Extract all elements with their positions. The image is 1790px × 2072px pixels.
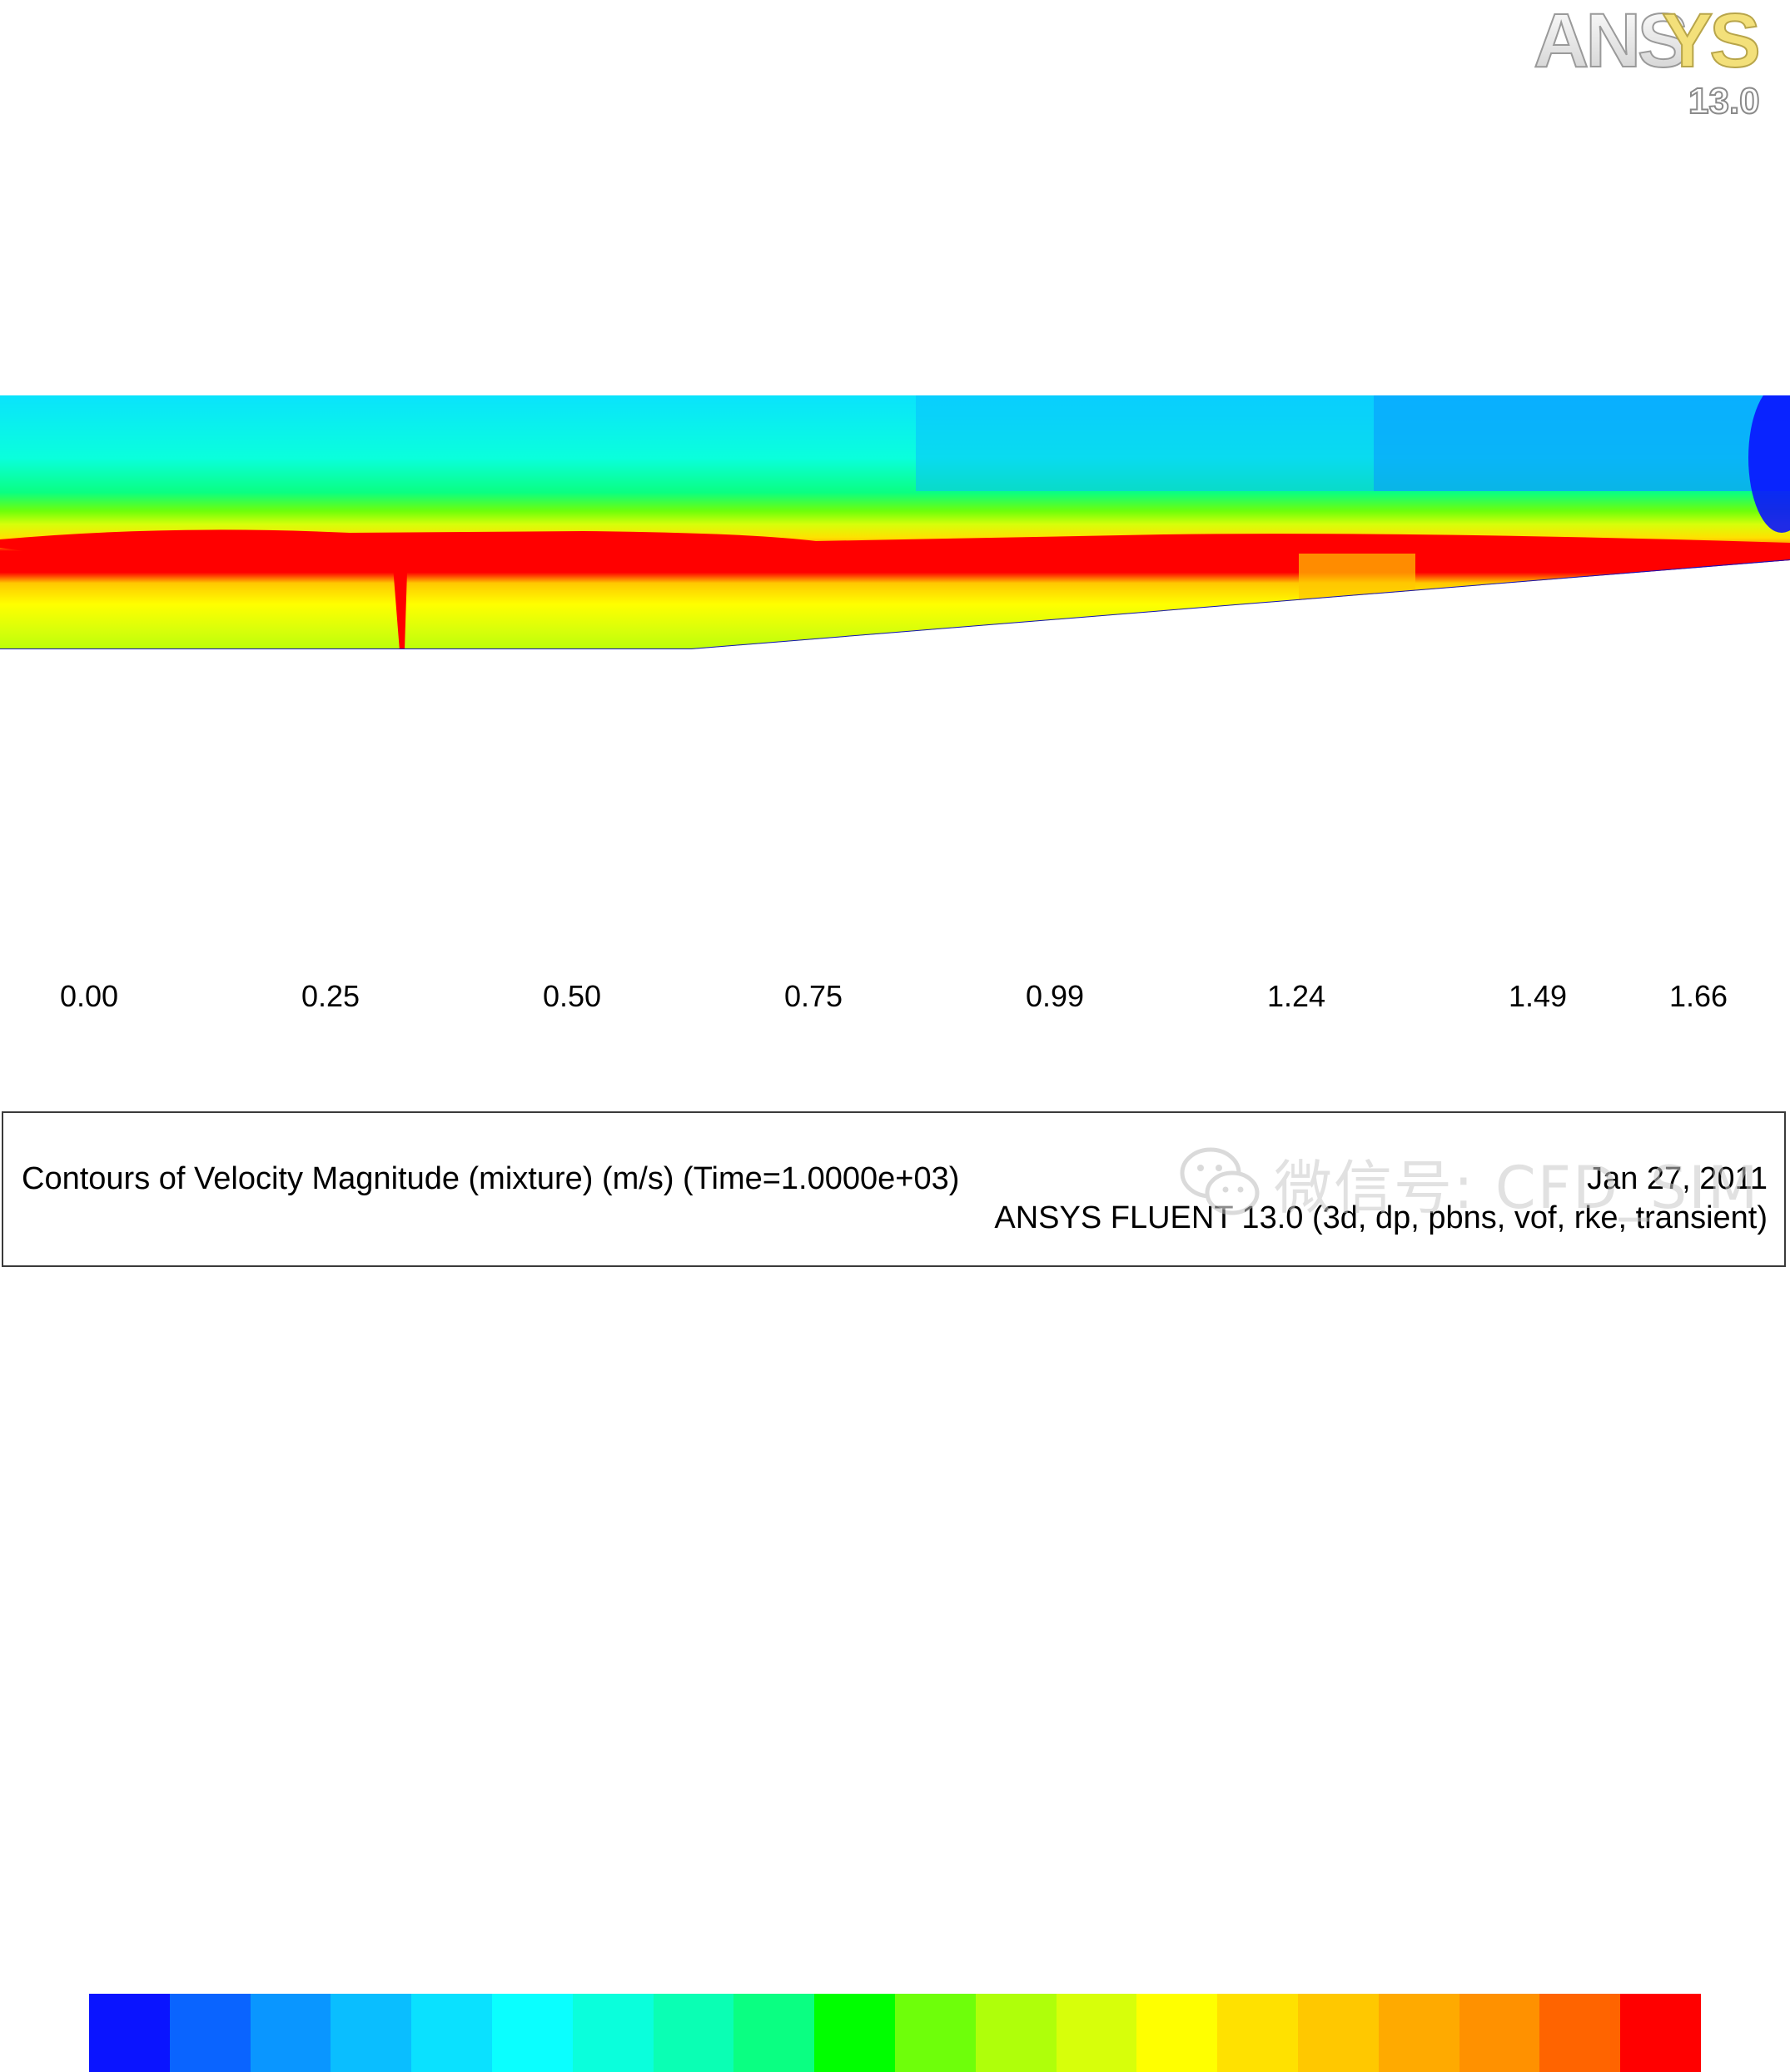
legend-tick: 1.66 [1668,979,1728,1013]
wechat-icon [1180,1147,1260,1215]
colormap-swatch [733,1994,815,2072]
colormap-swatch [1217,1994,1298,2072]
solver-info: ANSYS FLUENT 13.0 (3d, dp, pbns, vof, rk… [994,1200,1768,1235]
velocity-contour-plot [0,395,1790,649]
colormap-swatch [653,1994,734,2072]
colormap-swatch [975,1994,1057,2072]
plot-info-box: Contours of Velocity Magnitude (mixture)… [2,1111,1786,1267]
legend-tick: 0.50 [542,979,602,1013]
colormap-swatch [1056,1994,1137,2072]
colormap-swatch [169,1994,251,2072]
wechat-watermark: 微信号: CFD_SIM [1174,1135,1758,1226]
colormap-swatch [894,1994,976,2072]
colormap-swatch [1620,1994,1701,2072]
legend-tick: 1.24 [1266,979,1326,1013]
colormap-swatch [1539,1994,1621,2072]
legend-tick: 1.49 [1508,979,1568,1013]
colormap-swatch [250,1994,331,2072]
legend-tick: 0.99 [1025,979,1085,1013]
watermark-text: 微信号: CFD_SIM [1274,1154,1760,1222]
colormap-swatch [89,1994,170,2072]
colormap-swatch [814,1994,895,2072]
colormap-swatch [491,1994,573,2072]
colormap-swatch [1378,1994,1459,2072]
colormap-swatch [1136,1994,1218,2072]
plot-caption: Contours of Velocity Magnitude (mixture)… [22,1161,960,1196]
legend-tick: 0.75 [783,979,843,1013]
version-label: 13.0 [1688,81,1760,120]
svg-text:ANS: ANS [1534,3,1686,83]
colormap-bar [89,1994,1701,2072]
colormap-swatch [572,1994,654,2072]
colormap-swatch [1297,1994,1379,2072]
legend-tick: 0.25 [301,979,360,1013]
ansys-logo: ANS YS 13.0 [1533,3,1762,120]
svg-text:YS: YS [1662,3,1758,83]
colormap-swatch [1459,1994,1540,2072]
colormap-swatch [331,1994,412,2072]
legend-tick: 0.00 [59,979,119,1013]
plot-date: Jan 27, 2011 [1587,1161,1768,1196]
colormap-swatch [411,1994,492,2072]
